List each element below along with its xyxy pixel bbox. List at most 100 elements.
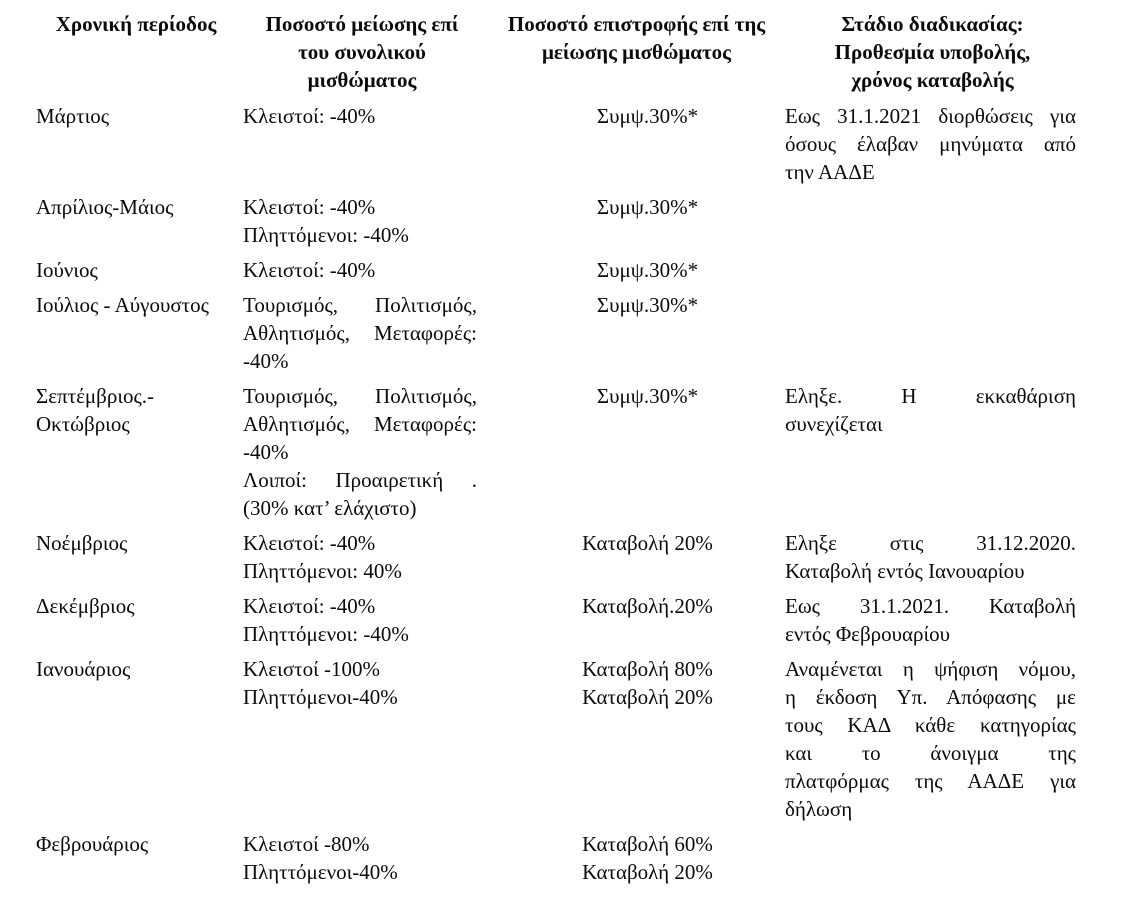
stage-cell: Εως 31.1.2021 διορθώσεις για όσους έλαβαν… bbox=[785, 102, 1080, 193]
cell-line: συνεχίζεται bbox=[785, 412, 883, 436]
table-row: Μάρτιος Κλειστοί: -40% Συμψ.30%* Εως 31.1.2… bbox=[36, 102, 1080, 193]
cell-line: -40% bbox=[243, 349, 289, 373]
cell-line: Συμψ.30%* bbox=[596, 293, 699, 317]
cell-line: Εως 31.1.2021 διορθώσεις για bbox=[785, 104, 1076, 128]
column-header-refund: Ποσοστό επιστροφής επί της μείωσης μισθώμ… bbox=[488, 10, 785, 102]
period-cell: Ιούνιος bbox=[36, 256, 236, 291]
stage-cell: Εληξε στις 31.12.2020. Καταβολή εντός Ιαν… bbox=[785, 529, 1080, 592]
refund-cell: Συμψ.30%* bbox=[488, 193, 785, 256]
refund-cell: Συμψ.30%* bbox=[488, 256, 785, 291]
table-row: Απρίλιος-Μάιος Κλειστοί: -40% Πληττόμενοι:… bbox=[36, 193, 1080, 256]
header-line: Στάδιο διαδικασίας: bbox=[841, 12, 1024, 36]
cell-line: Κλειστοί: -40% bbox=[243, 531, 376, 555]
cell-line: Αναμένεται η ψήφιση νόμου, bbox=[785, 657, 1076, 681]
header-row: Χρονική περίοδος Ποσοστό μείωσης επί του σ… bbox=[36, 10, 1080, 102]
period-cell: Νοέμβριος bbox=[36, 529, 236, 592]
reduction-cell: Τουρισμός, Πολιτισμός, Αθλητισμός, Μεταφο… bbox=[236, 382, 488, 529]
cell-line: Τουρισμός, Πολιτισμός, bbox=[243, 293, 477, 317]
header-line: Ποσοστό επιστροφής επί της bbox=[507, 12, 766, 36]
cell-line: Κλειστοί -100% bbox=[243, 657, 380, 681]
table-row: Σεπτέμβριος.- Οκτώβριος Τουρισμός, Πολιτισ… bbox=[36, 382, 1080, 529]
header-line: χρόνος καταβολής bbox=[851, 68, 1014, 92]
cell-line: -40% bbox=[243, 440, 289, 464]
column-header-reduction: Ποσοστό μείωσης επί του συνολικού μισθώματ… bbox=[236, 10, 488, 102]
table-row: Ιανουάριος Κλειστοί -100% Πληττόμενοι-40% Κ… bbox=[36, 655, 1080, 830]
refund-cell: Συμψ.30%* bbox=[488, 382, 785, 529]
cell-line: Ιανουάριος bbox=[36, 657, 131, 681]
cell-line: Συμψ.30%* bbox=[596, 258, 699, 282]
period-cell: Ιανουάριος bbox=[36, 655, 236, 830]
cell-line: Ιούνιος bbox=[36, 258, 98, 282]
stage-cell bbox=[785, 256, 1080, 291]
reduction-cell: Κλειστοί -80% Πληττόμενοι-40% bbox=[236, 830, 488, 893]
cell-line: και το άνοιγμα της bbox=[785, 741, 1076, 765]
period-cell: Δεκέμβριος bbox=[36, 592, 236, 655]
reduction-cell: Κλειστοί: -40% Πληττόμενοι: 40% bbox=[236, 529, 488, 592]
cell-line: Μάρτιος bbox=[36, 104, 110, 128]
cell-line: Εως 31.1.2021. Καταβολή bbox=[785, 594, 1076, 618]
reduction-cell: Τουρισμός, Πολιτισμός, Αθλητισμός, Μεταφο… bbox=[236, 291, 488, 382]
header-line: του συνολικού bbox=[298, 40, 426, 64]
rent-reduction-table: Χρονική περίοδος Ποσοστό μείωσης επί του σ… bbox=[36, 10, 1080, 893]
reduction-cell: Κλειστοί: -40% bbox=[236, 102, 488, 193]
cell-line: η έκδοση Υπ. Απόφασης με bbox=[785, 685, 1076, 709]
cell-line: Αθλητισμός, Μεταφορές: bbox=[243, 412, 477, 436]
refund-cell: Καταβολή 60% Καταβολή 20% bbox=[488, 830, 785, 893]
stage-cell bbox=[785, 193, 1080, 256]
stage-cell: Αναμένεται η ψήφιση νόμου, η έκδοση Υπ. Α… bbox=[785, 655, 1080, 830]
column-header-period: Χρονική περίοδος bbox=[36, 10, 236, 102]
table-row: Φεβρουάριος Κλειστοί -80% Πληττόμενοι-40% Κ… bbox=[36, 830, 1080, 893]
cell-line: Τουρισμός, Πολιτισμός, bbox=[243, 384, 477, 408]
cell-line: Φεβρουάριος bbox=[36, 832, 149, 856]
cell-line: Καταβολή 20% bbox=[582, 860, 713, 884]
cell-line: Πληττόμενοι-40% bbox=[243, 685, 398, 709]
table-row: Ιούνιος Κλειστοί: -40% Συμψ.30%* bbox=[36, 256, 1080, 291]
cell-line: πλατφόρμας της ΑΑΔΕ για bbox=[785, 769, 1076, 793]
cell-line: Πληττόμενοι: -40% bbox=[243, 223, 409, 247]
stage-cell bbox=[785, 291, 1080, 382]
period-cell: Ιούλιος - Αύγουστος bbox=[36, 291, 236, 382]
period-cell: Μάρτιος bbox=[36, 102, 236, 193]
cell-line: τους ΚΑΔ κάθε κατηγορίας bbox=[785, 713, 1076, 737]
cell-line: Κλειστοί -80% bbox=[243, 832, 370, 856]
cell-line: Πληττόμενοι: 40% bbox=[243, 559, 402, 583]
cell-line: Αθλητισμός, Μεταφορές: bbox=[243, 321, 477, 345]
cell-line: Δεκέμβριος bbox=[36, 594, 135, 618]
cell-line: Καταβολή 80% bbox=[582, 657, 713, 681]
cell-line: Συμψ.30%* bbox=[596, 195, 699, 219]
refund-cell: Καταβολή 80% Καταβολή 20% bbox=[488, 655, 785, 830]
cell-line: Απρίλιος-Μάιος bbox=[36, 195, 174, 219]
cell-line: Κλειστοί: -40% bbox=[243, 104, 376, 128]
cell-line: Εληξε. Η εκκαθάριση bbox=[785, 384, 1076, 408]
cell-line: Εληξε στις 31.12.2020. bbox=[785, 531, 1076, 555]
period-cell: Σεπτέμβριος.- Οκτώβριος bbox=[36, 382, 236, 529]
cell-line: εντός Φεβρουαρίου bbox=[785, 622, 951, 646]
cell-line: Συμψ.30%* bbox=[596, 104, 699, 128]
cell-line: Λοιποί: Προαιρετική . bbox=[243, 468, 477, 492]
refund-cell: Καταβολή 20% bbox=[488, 529, 785, 592]
cell-line: (30% κατ’ ελάχιστο) bbox=[243, 496, 417, 520]
cell-line: Κλειστοί: -40% bbox=[243, 594, 376, 618]
refund-cell: Συμψ.30%* bbox=[488, 102, 785, 193]
header-line: Προθεσμία υποβολής, bbox=[834, 40, 1031, 64]
period-cell: Απρίλιος-Μάιος bbox=[36, 193, 236, 256]
refund-cell: Συμψ.30%* bbox=[488, 291, 785, 382]
table-row: Νοέμβριος Κλειστοί: -40% Πληττόμενοι: 40% Κ… bbox=[36, 529, 1080, 592]
table-header: Χρονική περίοδος Ποσοστό μείωσης επί του σ… bbox=[36, 10, 1080, 102]
header-line: Χρονική περίοδος bbox=[55, 12, 217, 36]
header-line: μείωσης μισθώματος bbox=[541, 40, 731, 64]
cell-line: δήλωση bbox=[785, 797, 853, 821]
cell-line: Πληττόμενοι-40% bbox=[243, 860, 398, 884]
table-body: Μάρτιος Κλειστοί: -40% Συμψ.30%* Εως 31.1.2… bbox=[36, 102, 1080, 893]
cell-line: Συμψ.30%* bbox=[596, 384, 699, 408]
table-row: Δεκέμβριος Κλειστοί: -40% Πληττόμενοι: -40… bbox=[36, 592, 1080, 655]
cell-line: Καταβολή 20% bbox=[582, 685, 713, 709]
table-row: Ιούλιος - Αύγουστος Τουρισμός, Πολιτισμός… bbox=[36, 291, 1080, 382]
reduction-cell: Κλειστοί: -40% bbox=[236, 256, 488, 291]
refund-cell: Καταβολή.20% bbox=[488, 592, 785, 655]
cell-line: Καταβολή 20% bbox=[582, 531, 713, 555]
stage-cell bbox=[785, 830, 1080, 893]
cell-line: όσους έλαβαν μηνύματα από bbox=[785, 132, 1076, 156]
header-line: Ποσοστό μείωσης επί bbox=[265, 12, 459, 36]
